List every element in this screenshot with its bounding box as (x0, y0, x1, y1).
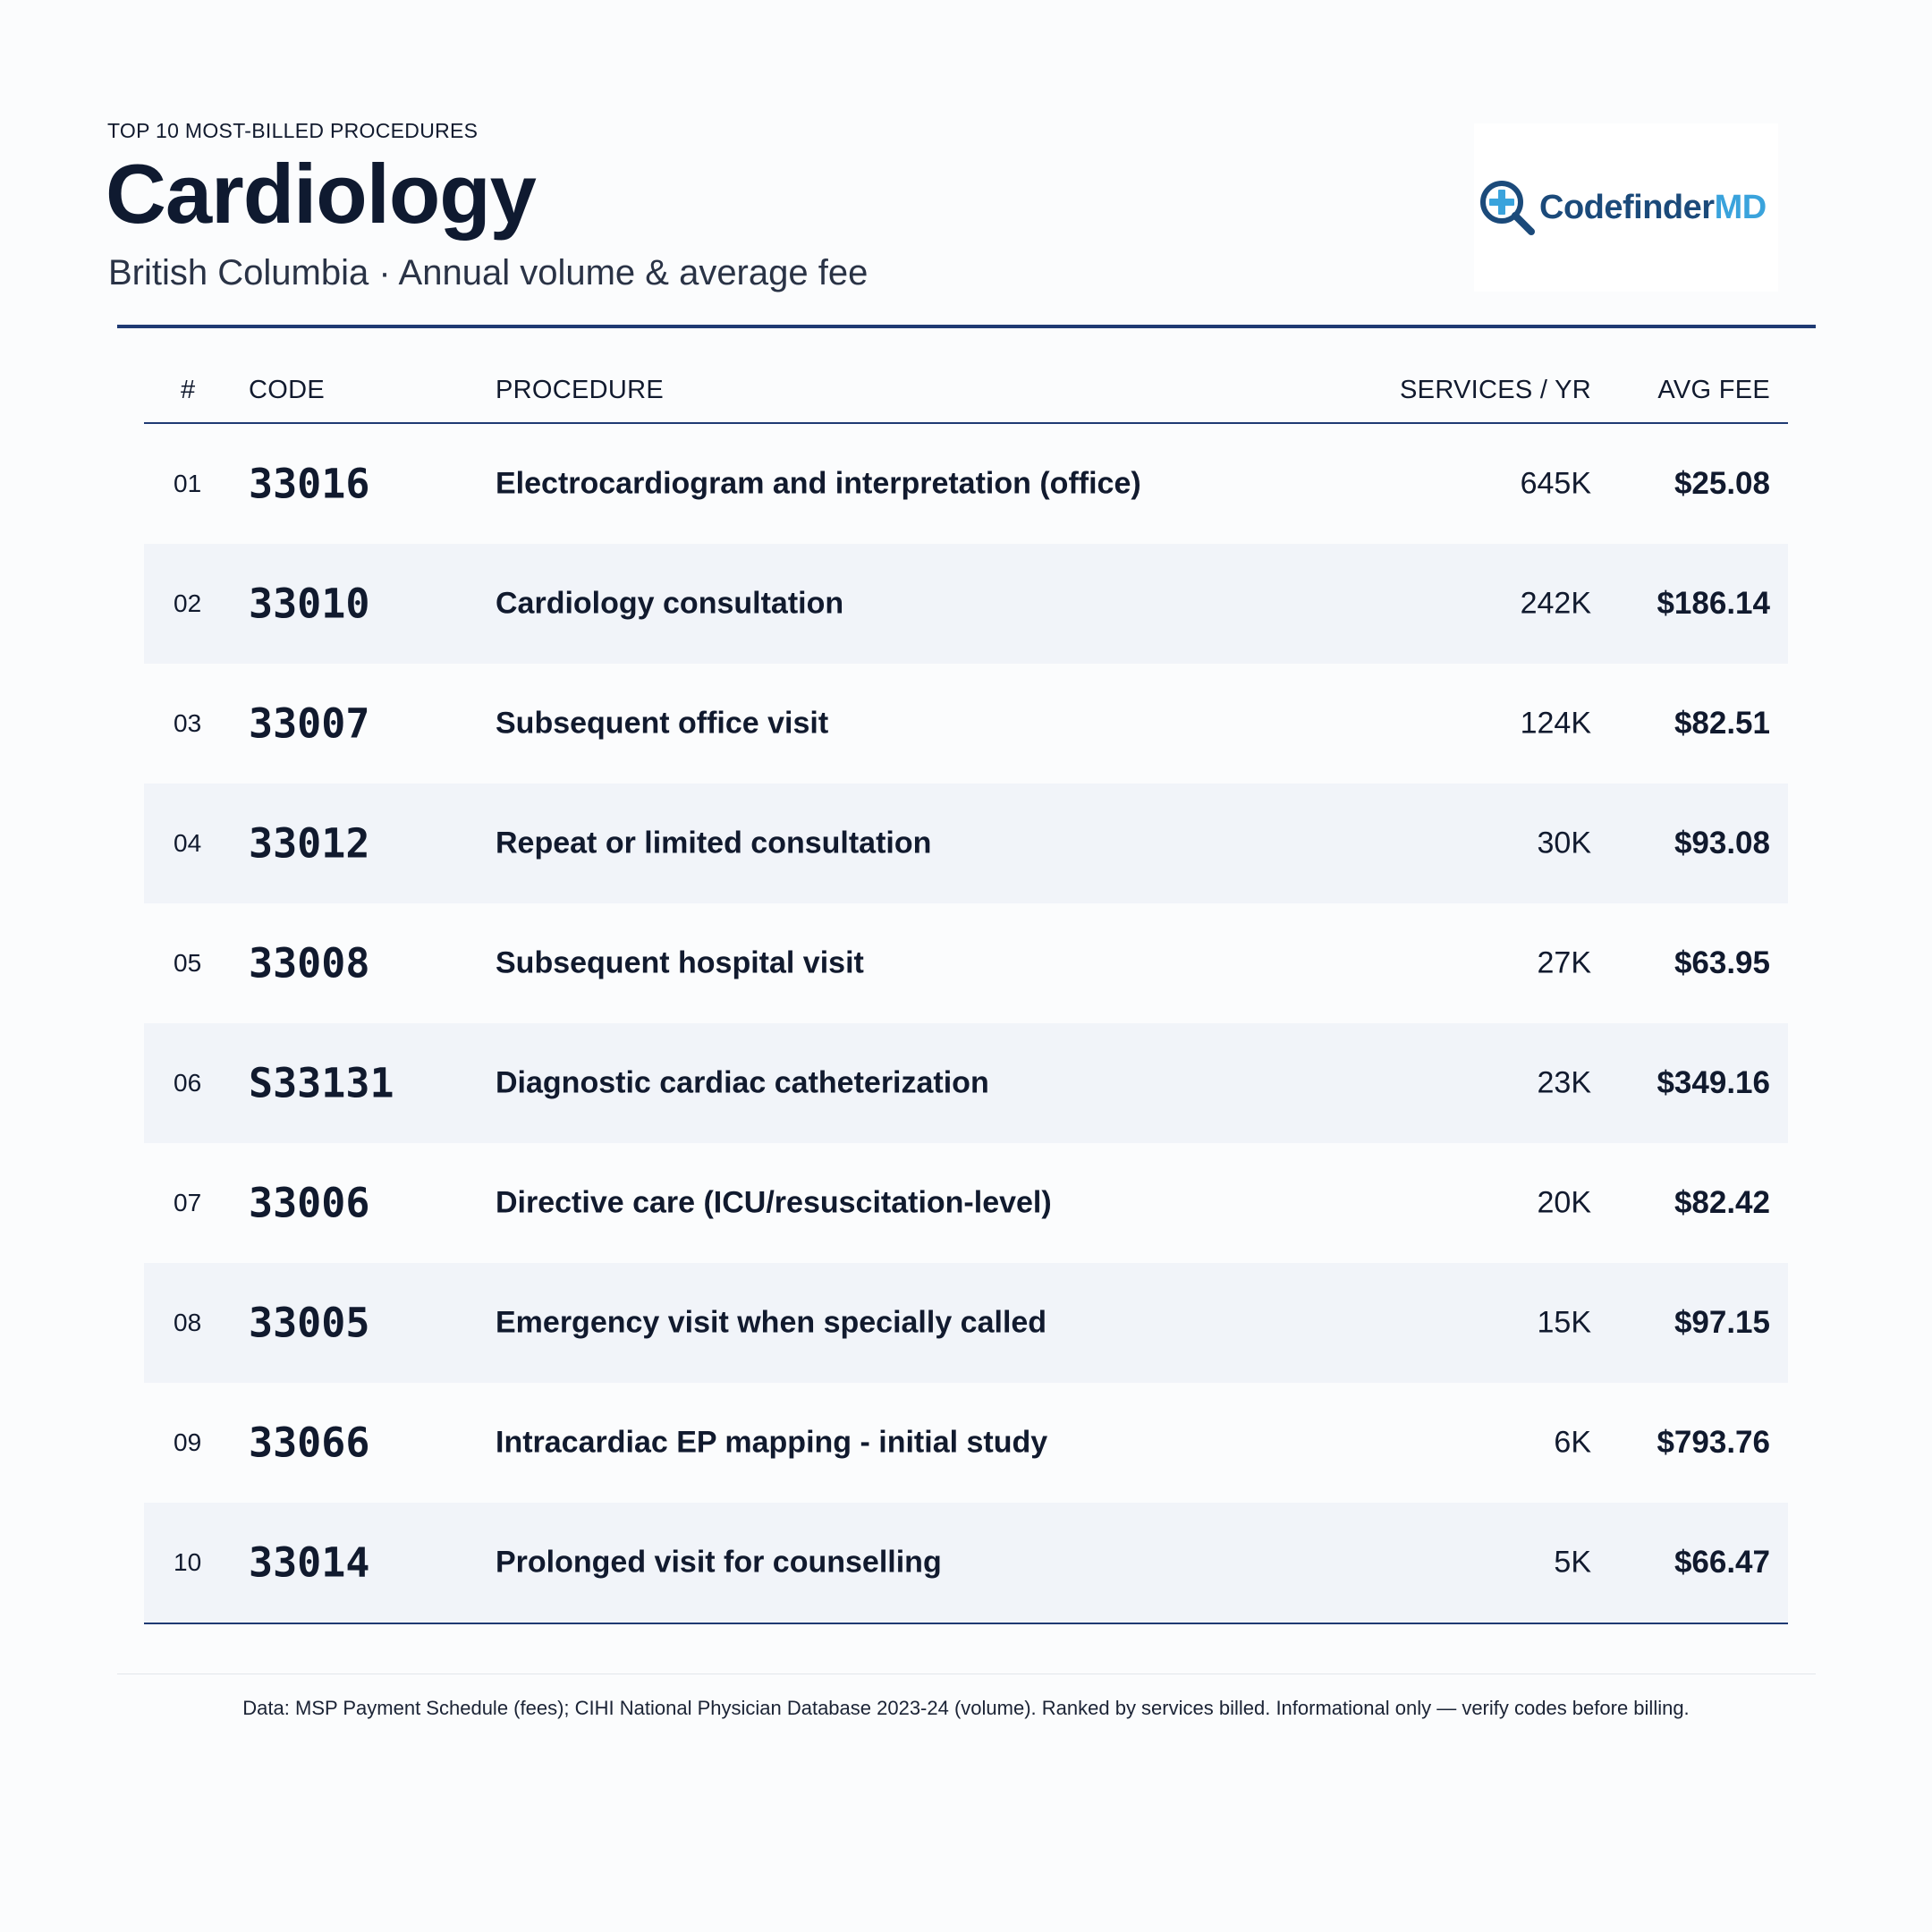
services-cell: 23K (1537, 1065, 1592, 1100)
code-cell: 33010 (249, 580, 370, 628)
fee-cell: $82.42 (1674, 1185, 1770, 1220)
code-cell: 33005 (249, 1299, 370, 1347)
logo-text-accent: MD (1714, 188, 1767, 226)
code-cell: 33008 (249, 939, 370, 987)
eyebrow-label: TOP 10 MOST-BILLED PROCEDURES (107, 119, 479, 142)
services-cell: 20K (1537, 1185, 1592, 1220)
procedure-cell: Intracardiac EP mapping - initial study (496, 1425, 1048, 1460)
rank-cell: 05 (174, 949, 202, 977)
column-header-avg-fee: AVG FEE (1657, 376, 1770, 404)
table-row: 09 33066 Intracardiac EP mapping - initi… (144, 1383, 1788, 1503)
rank-cell: 02 (174, 589, 202, 617)
services-cell: 645K (1520, 466, 1591, 501)
services-cell: 27K (1537, 945, 1592, 980)
procedure-cell: Electrocardiogram and interpretation (of… (496, 466, 1141, 501)
logo-text-primary: Codefinder (1539, 188, 1715, 226)
procedure-cell: Prolonged visit for counselling (496, 1545, 942, 1580)
table-row: 03 33007 Subsequent office visit 124K $8… (144, 664, 1788, 784)
fee-cell: $793.76 (1657, 1425, 1770, 1460)
column-header-code: CODE (249, 376, 325, 404)
services-cell: 242K (1520, 586, 1591, 621)
fee-cell: $82.51 (1674, 706, 1770, 741)
services-cell: 5K (1554, 1545, 1591, 1580)
code-cell: 33006 (249, 1179, 370, 1227)
table-bottom-divider (144, 1623, 1788, 1624)
table-row: 06 S33131 Diagnostic cardiac catheteriza… (144, 1023, 1788, 1143)
rank-cell: 07 (174, 1189, 202, 1216)
table-header: # CODE PROCEDURE SERVICES / YR AVG FEE (144, 360, 1788, 424)
code-cell: 33016 (249, 460, 370, 508)
table-row: 04 33012 Repeat or limited consultation … (144, 784, 1788, 903)
rank-cell: 04 (174, 829, 202, 857)
fee-cell: $66.47 (1674, 1545, 1770, 1580)
procedure-cell: Directive care (ICU/resuscitation-level) (496, 1185, 1052, 1220)
rank-cell: 08 (174, 1309, 202, 1336)
header-divider (117, 325, 1816, 328)
table-row: 02 33010 Cardiology consultation 242K $1… (144, 544, 1788, 664)
services-cell: 6K (1554, 1425, 1591, 1460)
code-cell: 33066 (249, 1419, 370, 1467)
code-cell: 33012 (249, 819, 370, 868)
page-title: Cardiology (106, 147, 537, 241)
procedure-cell: Emergency visit when specially called (496, 1305, 1047, 1340)
fee-cell: $63.95 (1674, 945, 1770, 980)
rank-cell: 06 (174, 1069, 202, 1097)
rank-cell: 10 (174, 1548, 202, 1576)
rank-cell: 03 (174, 709, 202, 737)
procedure-cell: Subsequent office visit (496, 706, 829, 741)
magnifier-plus-icon (1480, 181, 1535, 235)
procedure-cell: Repeat or limited consultation (496, 826, 932, 860)
codefindermd-logo: CodefinderMD (1474, 123, 1778, 292)
table-row: 07 33006 Directive care (ICU/resuscitati… (144, 1143, 1788, 1263)
logo-wordmark: CodefinderMD (1539, 189, 1767, 227)
table-row: 01 33016 Electrocardiogram and interpret… (144, 424, 1788, 544)
page-subtitle: British Columbia · Annual volume & avera… (108, 253, 869, 292)
code-cell: S33131 (249, 1059, 394, 1107)
column-header-procedure: PROCEDURE (496, 376, 664, 404)
rank-cell: 09 (174, 1428, 202, 1456)
fee-cell: $25.08 (1674, 466, 1770, 501)
fee-cell: $349.16 (1657, 1065, 1770, 1100)
source-footnote: Data: MSP Payment Schedule (fees); CIHI … (242, 1697, 1690, 1719)
procedure-cell: Subsequent hospital visit (496, 945, 864, 980)
services-cell: 15K (1537, 1305, 1592, 1340)
fee-cell: $93.08 (1674, 826, 1770, 860)
column-header-rank: # (181, 376, 196, 404)
fee-cell: $97.15 (1674, 1305, 1770, 1340)
procedures-table: # CODE PROCEDURE SERVICES / YR AVG FEE 0… (144, 360, 1788, 1624)
procedure-cell: Diagnostic cardiac catheterization (496, 1065, 989, 1100)
rank-cell: 01 (174, 470, 202, 497)
procedure-cell: Cardiology consultation (496, 586, 844, 621)
code-cell: 33014 (249, 1538, 370, 1587)
services-cell: 30K (1537, 826, 1592, 860)
table-row: 08 33005 Emergency visit when specially … (144, 1263, 1788, 1383)
code-cell: 33007 (249, 699, 370, 748)
table-row: 05 33008 Subsequent hospital visit 27K $… (144, 903, 1788, 1023)
fee-cell: $186.14 (1657, 586, 1770, 621)
column-header-services: SERVICES / YR (1400, 376, 1591, 404)
table-row: 10 33014 Prolonged visit for counselling… (144, 1503, 1788, 1623)
services-cell: 124K (1520, 706, 1591, 741)
